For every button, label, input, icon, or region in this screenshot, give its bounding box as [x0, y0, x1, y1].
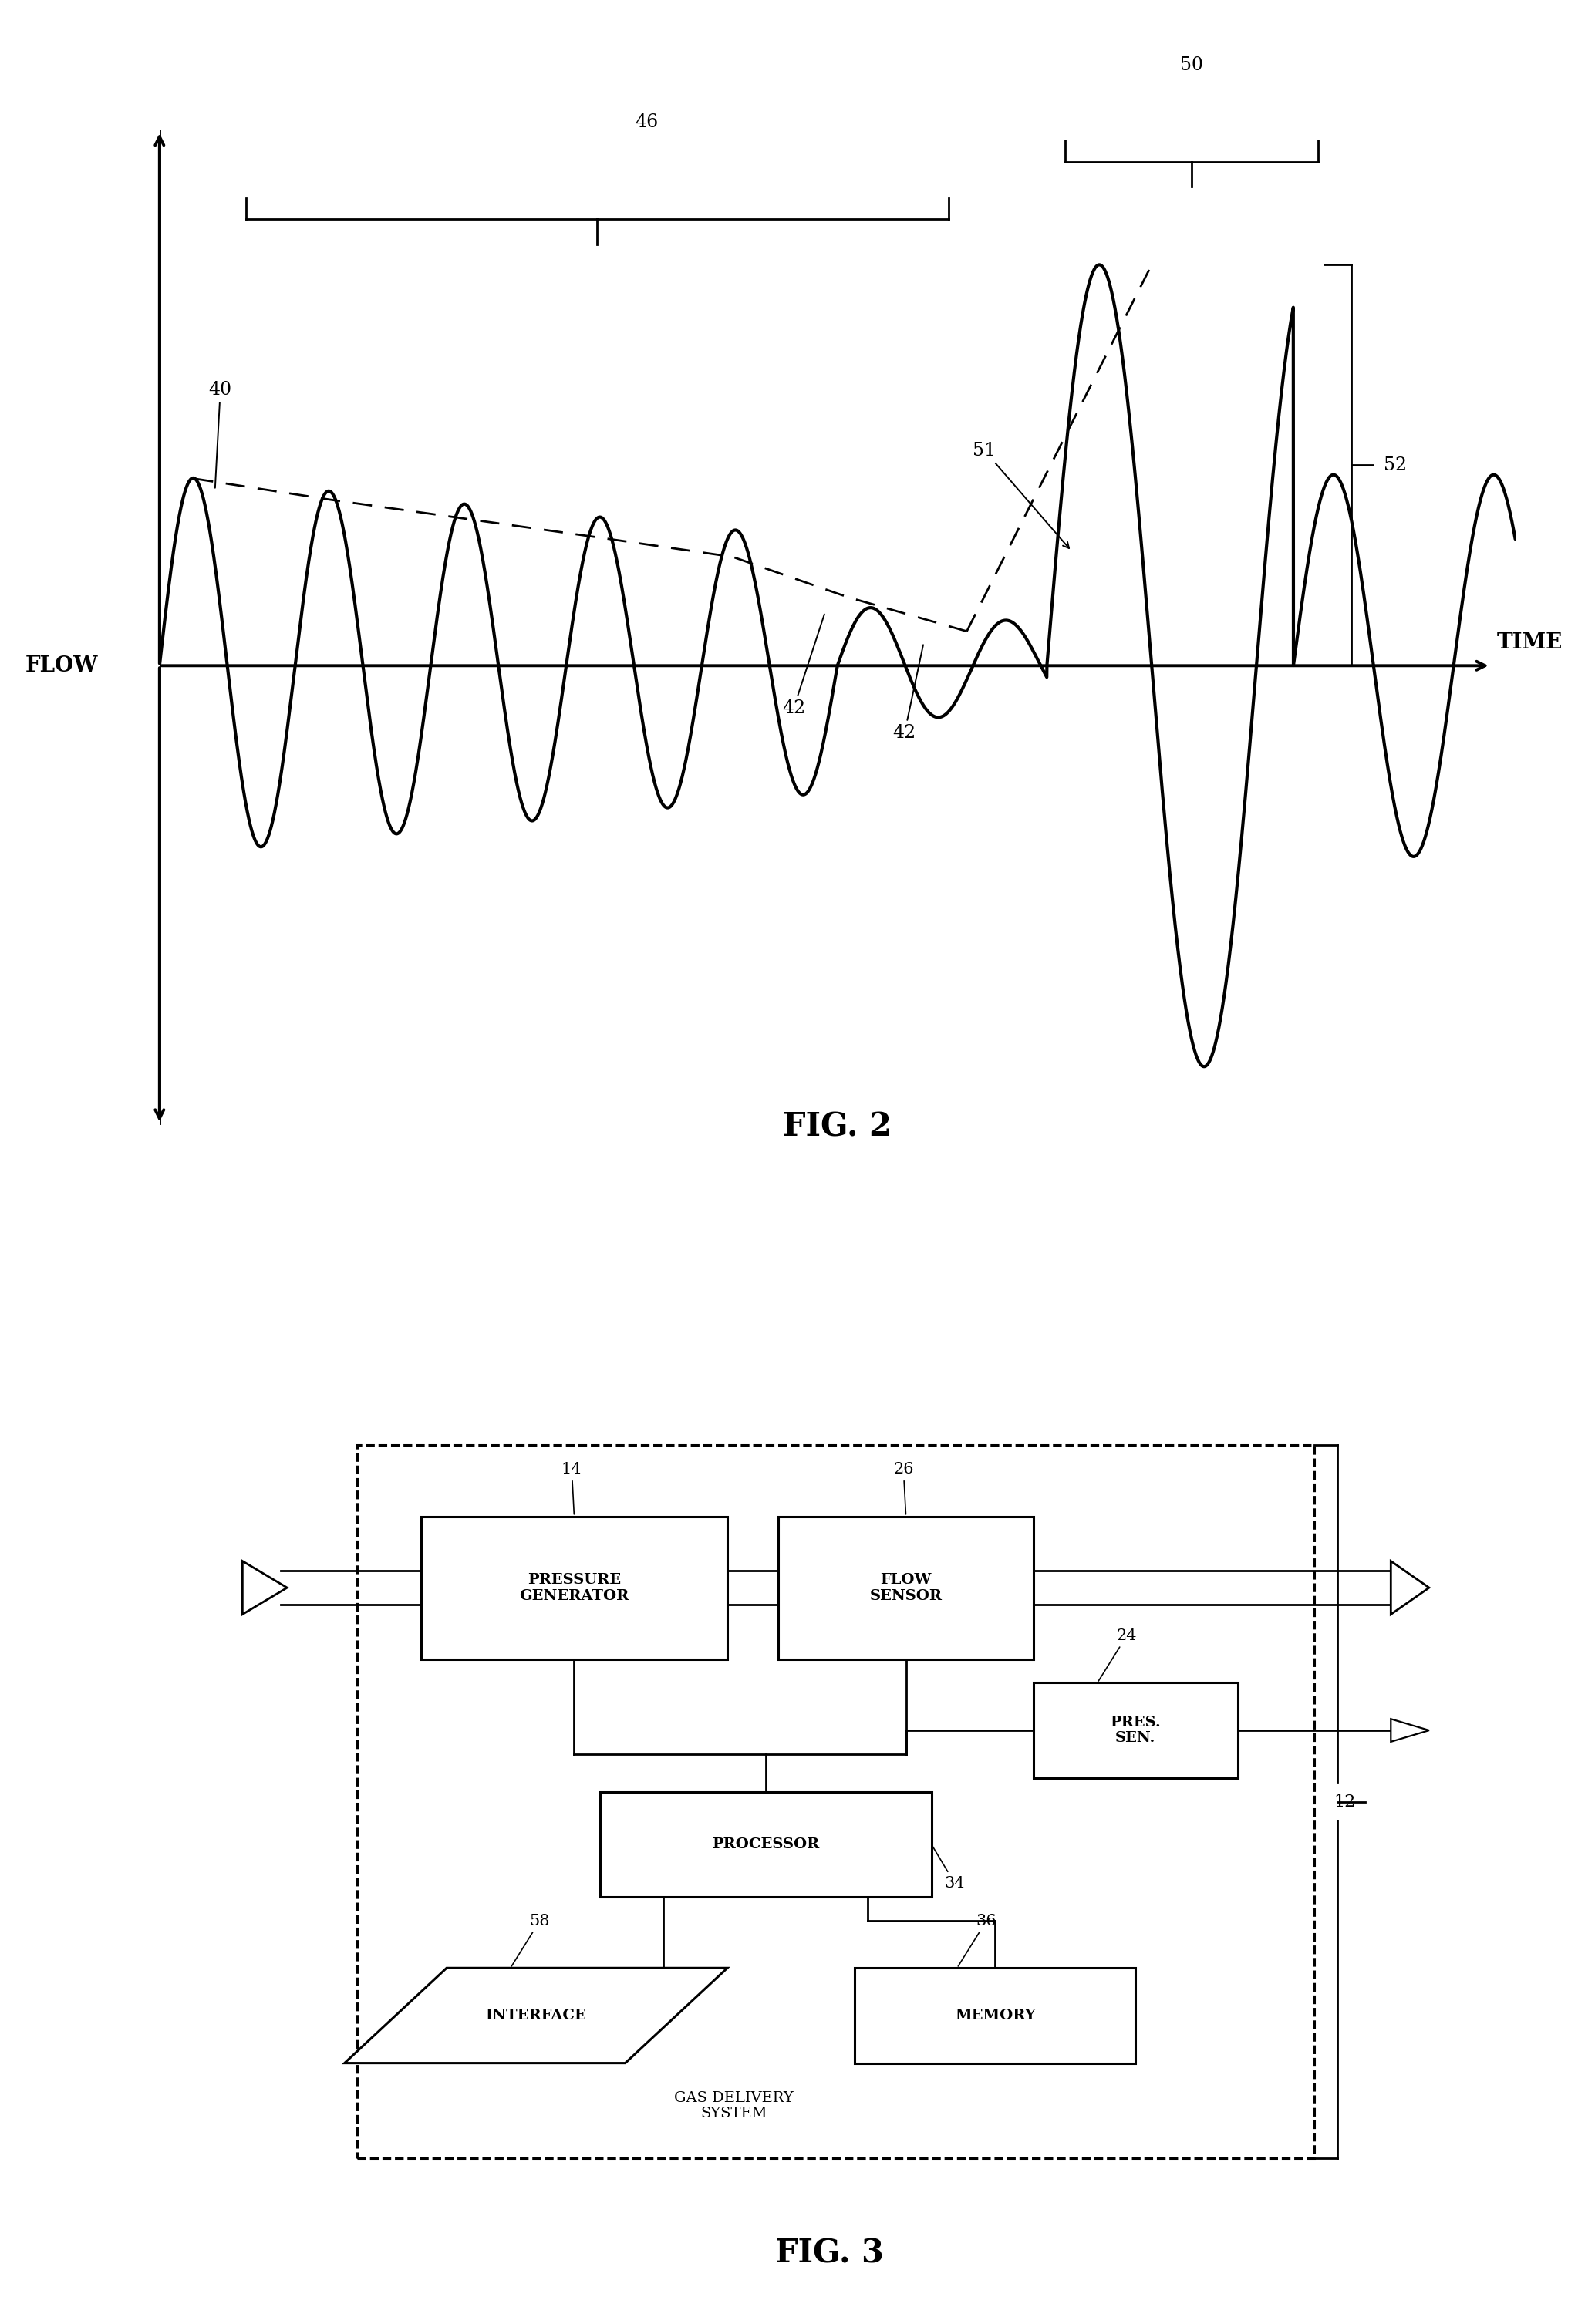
- Polygon shape: [1391, 1562, 1429, 1615]
- Bar: [600, 1792, 931, 1896]
- Text: GAS DELIVERY
SYSTEM: GAS DELIVERY SYSTEM: [675, 2092, 793, 2122]
- Text: PROCESSOR: PROCESSOR: [711, 1838, 820, 1852]
- Bar: [778, 1518, 1034, 1659]
- Text: INTERFACE: INTERFACE: [485, 2008, 587, 2022]
- Text: FLOW
SENSOR: FLOW SENSOR: [869, 1573, 943, 1604]
- Polygon shape: [1391, 1720, 1429, 1741]
- Text: 50: 50: [1180, 56, 1203, 74]
- Text: 24: 24: [1099, 1629, 1137, 1680]
- Text: PRES.
SEN.: PRES. SEN.: [1110, 1715, 1161, 1745]
- Text: 51: 51: [973, 442, 1069, 548]
- Bar: [421, 1518, 727, 1659]
- Text: 40: 40: [209, 381, 231, 488]
- Text: 36: 36: [959, 1913, 997, 1966]
- Text: 26: 26: [893, 1462, 914, 1515]
- Text: 12: 12: [1333, 1794, 1356, 1810]
- Text: 14: 14: [561, 1462, 582, 1515]
- Bar: [357, 1446, 1314, 2159]
- Bar: [1034, 1683, 1238, 1778]
- Text: TIME: TIME: [1496, 632, 1563, 653]
- Polygon shape: [345, 1968, 727, 2064]
- Text: 34: 34: [933, 1845, 965, 1889]
- Text: 58: 58: [512, 1913, 550, 1966]
- Text: MEMORY: MEMORY: [955, 2008, 1035, 2022]
- Text: FIG. 2: FIG. 2: [783, 1111, 892, 1143]
- Text: 52: 52: [1384, 456, 1407, 474]
- Text: 42: 42: [893, 644, 924, 741]
- Text: 42: 42: [782, 614, 825, 718]
- Bar: [855, 1968, 1136, 2064]
- Text: PRESSURE
GENERATOR: PRESSURE GENERATOR: [520, 1573, 628, 1604]
- Polygon shape: [242, 1562, 287, 1615]
- Text: FIG. 3: FIG. 3: [775, 2238, 884, 2271]
- Text: FLOW: FLOW: [26, 655, 97, 676]
- Text: 46: 46: [635, 114, 659, 130]
